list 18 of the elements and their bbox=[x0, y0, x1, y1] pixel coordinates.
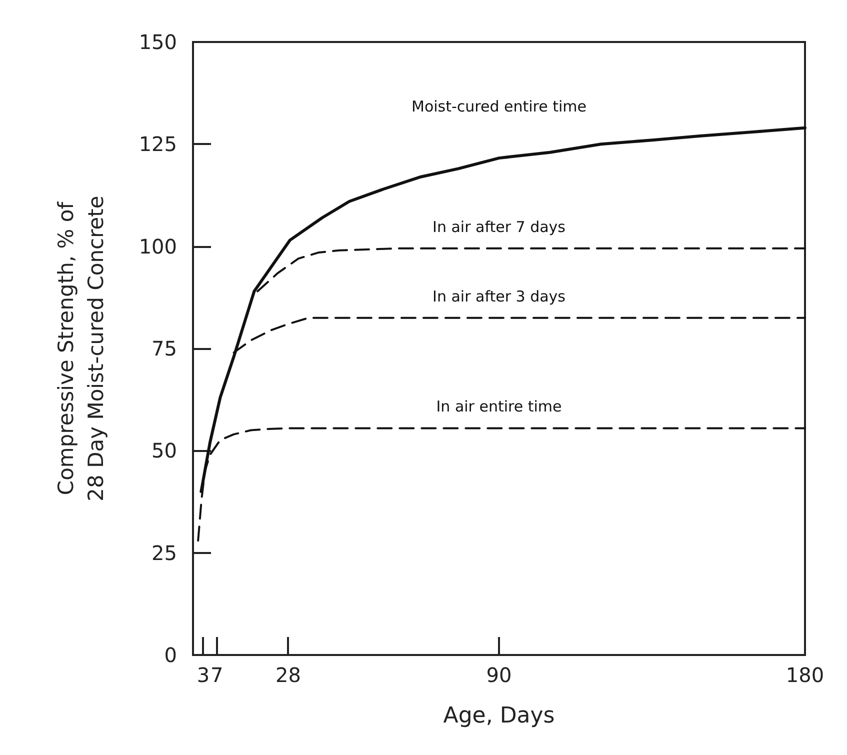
x-tick-label: 180 bbox=[786, 663, 824, 687]
x-tick-label: 7 bbox=[210, 663, 224, 687]
x-tick-label: 90 bbox=[486, 663, 512, 687]
text: Moist-cured entire time bbox=[411, 97, 587, 116]
y-tick-label: 50 bbox=[152, 438, 177, 463]
y-tick-label: 125 bbox=[138, 132, 177, 156]
y-tick-label: 100 bbox=[138, 234, 177, 258]
x-axis-title: Age, Days bbox=[443, 704, 555, 728]
y-axis-title: Compressive Strength, % of 28 Day Moist-cured Concrete bbox=[54, 196, 108, 502]
y-tick-label: 75 bbox=[152, 336, 177, 360]
y-tick-label: 150 bbox=[138, 30, 177, 54]
y-tick-label: 0 bbox=[164, 643, 177, 667]
series-label: In air entire time bbox=[436, 398, 562, 416]
series-label: In air after 3 days bbox=[432, 287, 566, 306]
x-tick-label: 28 bbox=[275, 663, 301, 687]
x-tick-label: 3 bbox=[196, 663, 210, 687]
series-label: In air after 7 days bbox=[432, 218, 566, 236]
y-tick-label: 25 bbox=[152, 540, 177, 565]
